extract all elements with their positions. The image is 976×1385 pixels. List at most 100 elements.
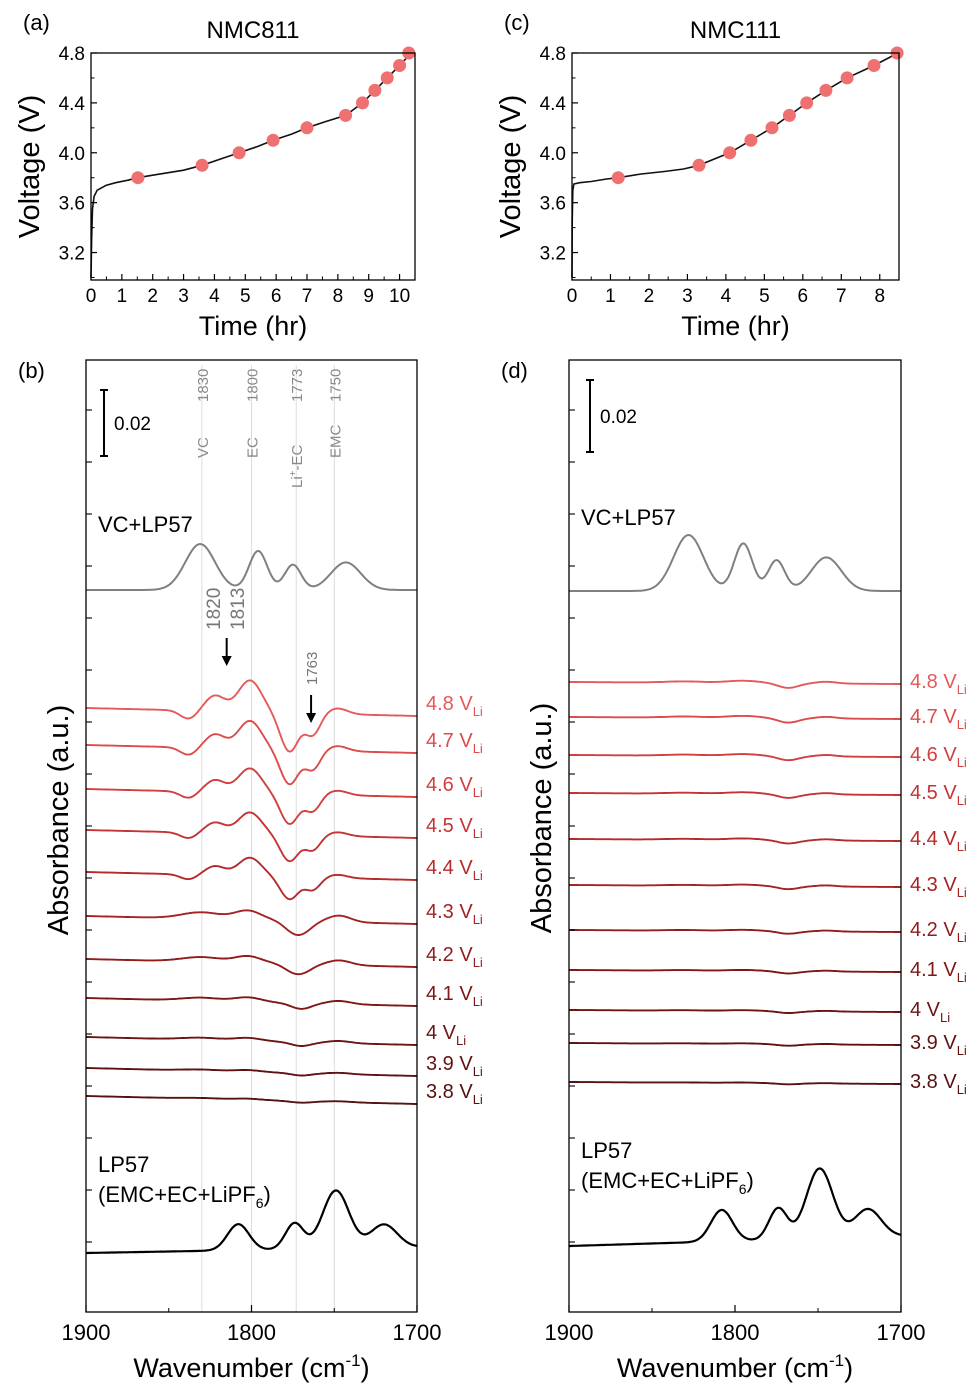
plot-frame [571, 52, 900, 281]
series-label: 3.8 VLi [910, 1071, 967, 1097]
series-label: 4 VLi [910, 999, 950, 1025]
panel-c: 0 1 2 3 4 5 6 7 8 3.2 3.6 4.0 4.4 4.8 (c) NMC111 Time (h… [495, 10, 904, 341]
x-tick-label: 1700 [877, 1320, 926, 1345]
panel-b: 1830 VC 1800 EC 1773 Li+-EC 1750 EMC VC+LP57 4.8 … [18, 358, 483, 1383]
series-label: 4.3 VLi [426, 901, 483, 927]
data-point [744, 133, 758, 147]
x-tick-label: 1 [117, 286, 128, 307]
series-label: 4.4 VLi [910, 828, 967, 854]
panel-label: (c) [504, 10, 530, 35]
data-point [692, 158, 706, 172]
y-tick-label: 4.4 [540, 94, 567, 115]
panel-label: (d) [501, 358, 528, 383]
y-tick-label: 4.8 [540, 44, 566, 65]
series-label: 4.2 VLi [910, 919, 967, 945]
y-tick-label: 3.2 [540, 244, 566, 265]
y-tick-label: 3.6 [59, 194, 85, 215]
x-tick-label: 1700 [393, 1320, 442, 1345]
y-tick-label: 4.4 [59, 94, 86, 115]
series-label: 3.9 VLi [910, 1032, 967, 1058]
vc-lp57-label: VC+LP57 [98, 512, 193, 537]
data-point [840, 71, 854, 85]
reference-wavenumber-label: 1750 [327, 369, 344, 402]
spectrum-4.8v [86, 679, 417, 753]
spectrum-4.6v [569, 753, 901, 762]
y-tick-label: 3.2 [59, 244, 85, 265]
lp57-label: LP57 [98, 1152, 149, 1177]
x-tick-label: 1 [605, 286, 616, 307]
x-tick-label: 6 [271, 286, 282, 307]
x-tick-label: 3 [178, 286, 189, 307]
x-tick-label: 1800 [227, 1320, 276, 1345]
series-label: 4.5 VLi [426, 815, 483, 841]
voltage-curve [90, 52, 416, 278]
lp57-spectrum [86, 1189, 418, 1255]
data-point [232, 146, 246, 160]
data-point [266, 133, 280, 147]
spectrum-4.5v [569, 791, 901, 799]
series-label: 4.8 VLi [910, 671, 967, 697]
spectrum-3.9v [569, 1042, 901, 1047]
series-label: 4.7 VLi [910, 706, 967, 732]
x-tick-label: 6 [798, 286, 809, 307]
series-label: 4.3 VLi [910, 874, 967, 900]
panel-label: (b) [18, 358, 45, 383]
data-point [368, 83, 382, 97]
x-axis-label: Wavenumber (cm-1) [133, 1351, 369, 1383]
arrow-head [306, 713, 317, 723]
spectrum-4v [569, 1009, 901, 1014]
data-point [339, 108, 353, 122]
annotation-label: 1813 [228, 588, 249, 630]
spectrum-4.4v [86, 856, 417, 901]
reference-species-label: EC [245, 437, 262, 458]
x-tick-label: 2 [644, 286, 655, 307]
y-tick-label: 4.0 [540, 144, 566, 165]
reference-species-label: VC [195, 437, 212, 458]
reference-wavenumber-label: 1830 [195, 369, 212, 402]
vc-lp57-spectrum [569, 533, 901, 592]
series-label: 4.6 VLi [426, 774, 483, 800]
y-axis-label: Voltage (V) [495, 95, 527, 238]
data-point [723, 146, 737, 160]
y-tick-label: 3.6 [540, 194, 566, 215]
data-point [782, 108, 796, 122]
lp57-label: LP57 [581, 1138, 632, 1163]
series-label: 4 VLi [426, 1022, 466, 1048]
y-axis-label: Absorbance (a.u.) [43, 705, 75, 936]
x-tick-label: 4 [209, 286, 220, 307]
data-point [800, 96, 814, 110]
data-point [195, 158, 209, 172]
spectrum-4.1v [86, 996, 417, 1010]
x-axis-label: Wavenumber (cm-1) [617, 1351, 853, 1383]
series-label: 4.6 VLi [910, 744, 967, 770]
data-point [356, 96, 369, 110]
annotation-label: 1763 [304, 652, 321, 685]
series-label: 3.9 VLi [426, 1053, 483, 1079]
y-tick-label: 4.8 [59, 44, 85, 65]
spectrum-3.8v [86, 1095, 417, 1105]
spectrum-4.1v [569, 969, 901, 975]
series-label: 4.2 VLi [426, 944, 483, 970]
spectrum-4.6v [86, 767, 417, 825]
data-point [819, 83, 833, 97]
series-label: 3.8 VLi [426, 1081, 483, 1107]
data-point [300, 121, 314, 135]
data-point [765, 121, 779, 135]
x-tick-label: 1900 [62, 1320, 111, 1345]
x-tick-label: 9 [363, 286, 374, 307]
panel-a: 0 1 2 3 4 5 6 7 8 9 10 3.2 3.6 4.0 4.4 4.8 (a) NMC811 Time… [14, 10, 416, 341]
spectrum-4.3v [569, 883, 901, 891]
x-tick-label: 1900 [545, 1320, 594, 1345]
spectrum-4.2v [569, 928, 901, 935]
x-tick-label: 2 [147, 286, 158, 307]
voltage-curve [571, 52, 900, 278]
panel-label: (a) [23, 10, 50, 35]
x-tick-label: 8 [874, 286, 885, 307]
vc-lp57-label: VC+LP57 [581, 505, 676, 530]
x-tick-label: 0 [567, 286, 578, 307]
x-tick-label: 5 [759, 286, 770, 307]
y-tick-label: 4.0 [59, 144, 85, 165]
spectrum-4.7v [569, 714, 901, 724]
spectrum-4.7v [86, 719, 417, 786]
